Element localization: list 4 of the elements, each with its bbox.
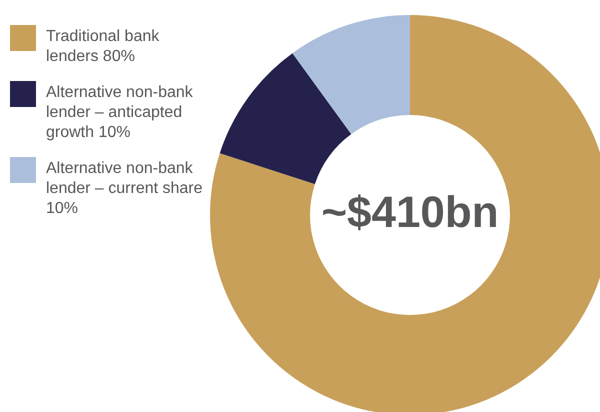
- text: ~$410bn: [321, 188, 499, 238]
- legend-label: Traditional bank lenders 80%: [46, 27, 160, 67]
- legend-label: Alternative non-bank lender – current share 10%: [46, 159, 204, 219]
- legend-label: Alternative non-bank lender – anticapted growth 10%: [46, 83, 194, 143]
